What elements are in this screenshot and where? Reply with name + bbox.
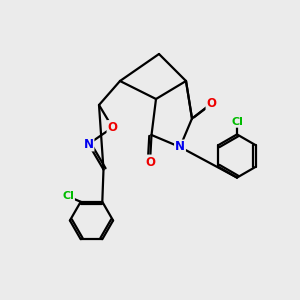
Text: N: N <box>83 137 94 151</box>
Text: Cl: Cl <box>231 117 243 127</box>
Text: O: O <box>107 121 118 134</box>
Text: O: O <box>206 97 217 110</box>
Text: N: N <box>175 140 185 154</box>
Text: Cl: Cl <box>62 191 74 201</box>
Text: O: O <box>145 155 155 169</box>
